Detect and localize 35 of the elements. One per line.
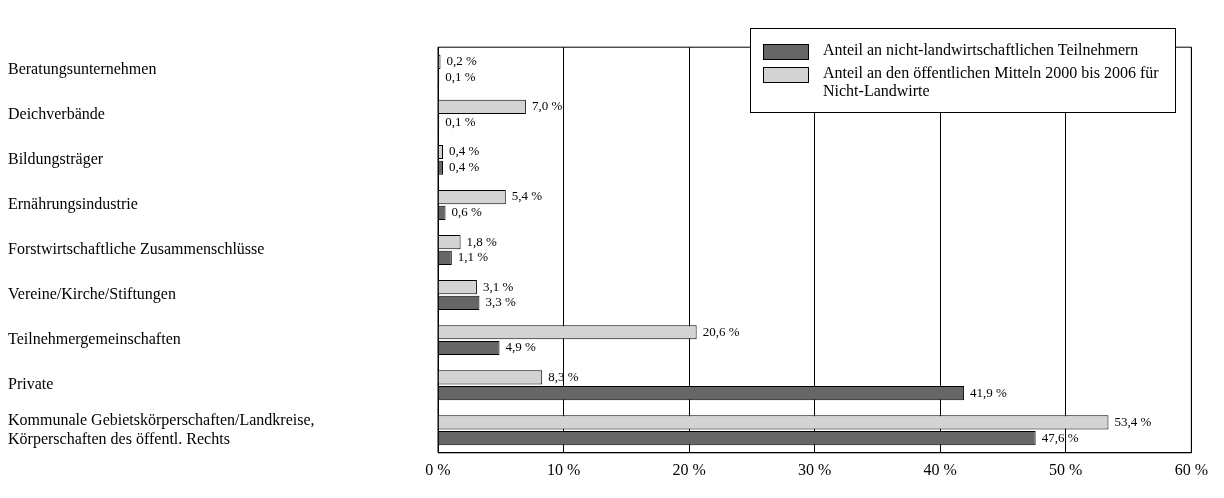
data-label: 0,1 % [445, 114, 476, 130]
y-tick-label: Vereine/Kirche/Stiftungen [8, 285, 176, 304]
data-label: 0,4 % [449, 143, 480, 159]
y-tick-label: Kommunale Gebietskörperschaften/Landkreise, Körperschaften des öffentl. Rechts [8, 410, 315, 449]
y-tick-label: Bildungsträger [8, 150, 104, 169]
y-tick-label: Forstwirtschaftliche Zusammenschlüsse [8, 240, 265, 258]
legend-label: Anteil an den öffentlichen Mitteln 2000 bis 2006 für Nicht-Landwirte [823, 64, 1160, 100]
data-label: 7,0 % [531, 98, 563, 114]
y-tick-label: Teilnehmergemeinschaften [8, 330, 181, 349]
y-tick-label: Beratungsunternehmen [8, 59, 157, 78]
data-label: 20,6 % [702, 323, 740, 339]
y-tick-label: Ernährungsindustrie [8, 195, 138, 214]
data-label: 1,8 % [466, 233, 498, 249]
data-label: 47,6 % [1041, 429, 1079, 445]
x-tick-label: 0 % [425, 460, 451, 478]
x-tick-label: 10 % [546, 460, 581, 478]
legend-label: Anteil an nicht-landwirtschaftlichen Teilnehmern [823, 41, 1139, 59]
data-label: 1,1 % [457, 249, 489, 265]
data-label: 4,9 % [505, 339, 537, 355]
data-label: 41,9 % [970, 384, 1008, 400]
data-label: 53,4 % [1114, 413, 1152, 429]
data-label: 0,1 % [445, 69, 476, 85]
data-label: 5,4 % [511, 188, 543, 204]
x-tick-label: 50 % [1049, 460, 1083, 478]
x-tick-label: 60 % [1174, 460, 1208, 478]
x-tick-label: 40 % [923, 460, 957, 478]
data-label: 3,3 % [485, 294, 516, 310]
data-label: 3,1 % [482, 278, 514, 294]
x-tick-label: 20 % [672, 460, 706, 478]
y-tick-label: Deichverbände [8, 105, 105, 122]
data-label: 0,6 % [451, 204, 483, 220]
x-tick-label: 30 % [798, 460, 832, 478]
data-label: 0,4 % [449, 159, 480, 175]
y-tick-label: Private [8, 375, 54, 393]
data-label: 0,2 % [446, 53, 478, 69]
